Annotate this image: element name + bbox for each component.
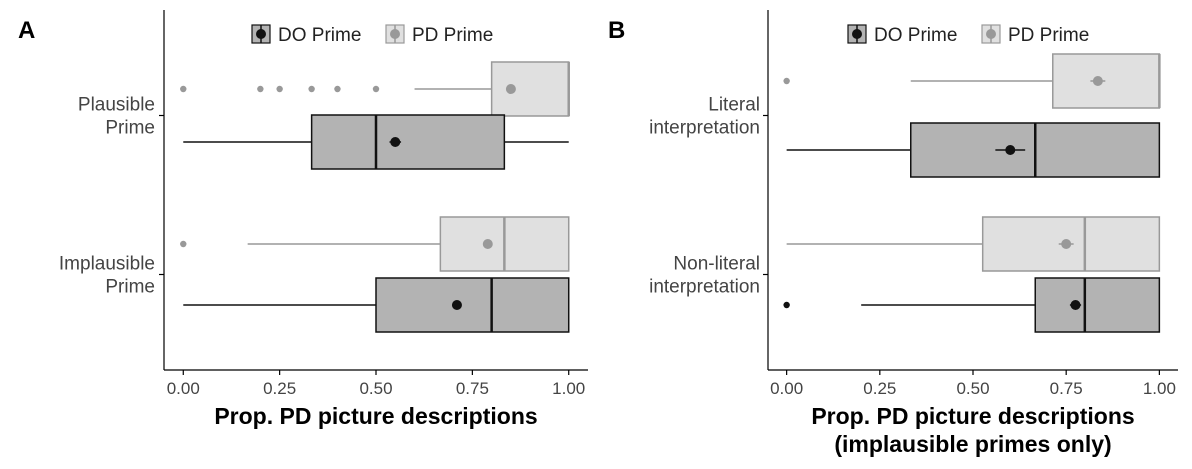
outlier-point	[276, 85, 283, 93]
panel-b-letter: B	[608, 17, 625, 44]
do-prime-box	[183, 114, 569, 170]
legend-label: PD Prime	[1008, 25, 1089, 46]
outlier-point	[783, 301, 790, 309]
legend-key-dot	[256, 29, 266, 39]
x-tick-label: 1.00	[552, 379, 585, 398]
x-tick-label: 0.75	[1050, 379, 1083, 398]
x-axis-title: Prop. PD picture descriptions	[214, 403, 537, 429]
pd-prime-box	[786, 216, 1161, 272]
legend-label: DO Prime	[278, 25, 361, 46]
legend-label: DO Prime	[874, 25, 957, 46]
panel-a: A 0.00 0.25 0.50 0.75 1.00 Prop. PD picture d…	[18, 10, 588, 429]
y-tick-label: Prime	[105, 118, 155, 139]
legend: DO Prime PD Prime	[251, 24, 493, 46]
mean-point	[451, 300, 462, 310]
outlier-point	[334, 85, 341, 93]
outlier-point	[783, 77, 790, 85]
iqr-box	[490, 61, 570, 117]
outlier-point	[180, 240, 187, 248]
outlier-point	[372, 85, 380, 93]
iqr-box	[1052, 53, 1161, 109]
do-prime-box	[783, 277, 1161, 333]
x-axis-title-line2: (implausible primes only)	[834, 431, 1111, 457]
x-tick-label: 0.00	[770, 379, 803, 398]
mean-point	[1005, 145, 1016, 155]
x-tick-label: 0.50	[956, 379, 989, 398]
mean-point	[482, 239, 493, 249]
iqr-box	[310, 114, 506, 170]
y-tick-label: Plausible	[78, 95, 155, 116]
panel-b: B 0.00 0.25 0.50 0.75 1.00 Prop. PD picture d…	[608, 10, 1178, 457]
x-tick-label: 0.25	[263, 379, 296, 398]
x-tick-label: 0.50	[359, 379, 392, 398]
y-tick-label: interpretation	[649, 118, 760, 139]
outlier-point	[308, 85, 315, 93]
legend: DO Prime PD Prime	[847, 24, 1089, 46]
legend-label: PD Prime	[412, 25, 493, 46]
mean-point	[505, 84, 516, 94]
y-tick-label: Prime	[105, 277, 155, 298]
mean-point	[1070, 300, 1081, 310]
outlier-point	[180, 85, 187, 93]
legend-key-dot	[390, 29, 400, 39]
y-tick-label: Non-literal	[673, 254, 760, 275]
x-axis-title: Prop. PD picture descriptions	[811, 403, 1134, 429]
x-tick-label: 0.00	[167, 379, 200, 398]
x-tick-label: 0.25	[863, 379, 896, 398]
mean-point	[1092, 76, 1103, 86]
pd-prime-box	[180, 61, 570, 117]
do-prime-box	[183, 277, 570, 333]
panel-a-letter: A	[18, 17, 35, 44]
legend-key-dot	[986, 29, 996, 39]
iqr-box	[1034, 277, 1161, 333]
mean-point	[1061, 239, 1072, 249]
pd-prime-box	[783, 53, 1161, 109]
do-prime-box	[786, 122, 1161, 178]
mean-point	[390, 137, 401, 147]
y-tick-label: Implausible	[59, 254, 155, 275]
iqr-box	[375, 277, 570, 333]
outlier-point	[257, 85, 264, 93]
y-tick-label: interpretation	[649, 277, 760, 298]
legend-key-dot	[852, 29, 862, 39]
x-tick-label: 0.75	[456, 379, 489, 398]
y-tick-label: Literal	[708, 95, 760, 116]
pd-prime-box	[180, 216, 570, 272]
x-tick-label: 1.00	[1143, 379, 1176, 398]
